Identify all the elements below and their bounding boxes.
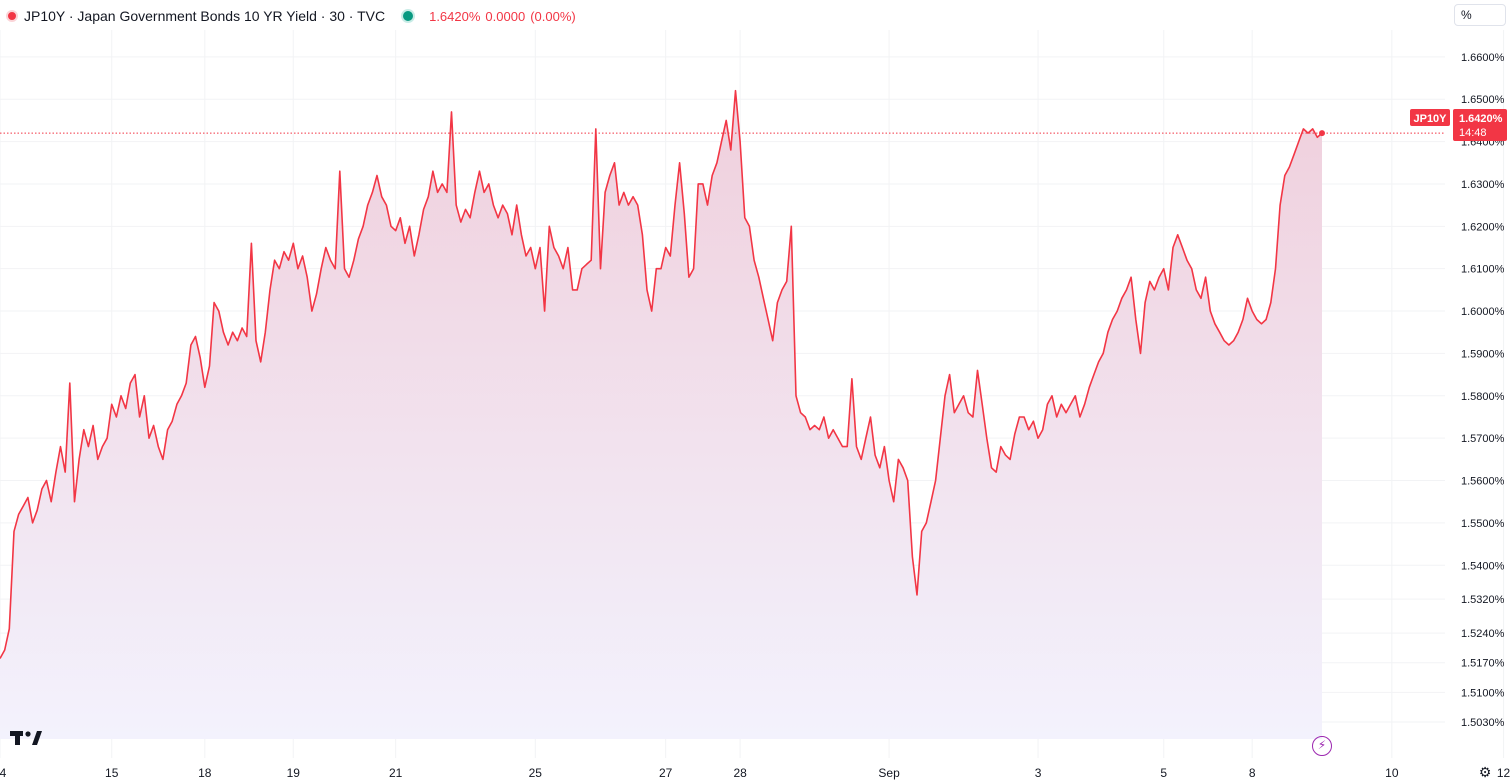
badge-price-box <box>1453 109 1507 141</box>
last-price-dot <box>1319 130 1325 137</box>
x-tick-label: Sep <box>878 766 900 780</box>
market-status-icon[interactable] <box>401 9 416 23</box>
y-tick-label: 1.5700% <box>1461 433 1505 445</box>
x-tick-label: 28 <box>733 766 747 780</box>
y-tick-label: 1.5240% <box>1461 628 1505 640</box>
y-tick-label: 1.5600% <box>1461 476 1505 488</box>
x-tick-label: 19 <box>287 766 301 780</box>
y-tick-label: 1.5500% <box>1461 518 1505 530</box>
symbol-title[interactable]: JP10Y · Japan Government Bonds 10 YR Yie… <box>24 8 386 24</box>
y-tick-label: 1.6000% <box>1461 306 1505 318</box>
x-tick-label: 21 <box>389 766 403 780</box>
badge-price: 1.6420% <box>1459 113 1503 125</box>
legend-price: 1.6420% <box>429 8 481 24</box>
x-tick-label: 18 <box>198 766 212 780</box>
y-tick-label: 1.6200% <box>1461 221 1505 233</box>
legend-change-pct: (0.00%) <box>530 8 576 24</box>
y-tick-label: 1.6300% <box>1461 179 1505 191</box>
y-tick-label: 1.6600% <box>1461 52 1505 64</box>
settings-gear-icon[interactable]: ⚙ <box>1478 764 1492 780</box>
yield-line <box>0 89 1323 659</box>
y-tick-label: 1.5030% <box>1461 717 1505 729</box>
tradingview-logo-icon <box>10 731 42 745</box>
x-tick-label: 5 <box>1160 766 1167 780</box>
legend-change: 0.0000 <box>485 8 526 24</box>
y-tick-label: 1.5800% <box>1461 391 1505 403</box>
x-tick-label: 10 <box>1385 766 1399 780</box>
y-tick-label: 1.5100% <box>1461 687 1505 699</box>
last-price-badge: JP10Y 1.6420% 14:48 <box>1410 109 1507 141</box>
x-tick-label: 3 <box>1035 766 1042 780</box>
x-tick-label: 4 <box>0 766 7 780</box>
y-tick-label: 1.6500% <box>1461 94 1505 106</box>
time-axis[interactable]: 415181921252728Sep358101215171921 <box>0 766 1510 780</box>
lightning-icon[interactable]: ⚡ <box>1312 736 1332 756</box>
badge-symbol: JP10Y <box>1413 113 1447 125</box>
y-tick-label: 1.5170% <box>1461 658 1505 670</box>
price-axis[interactable]: 1.6600%1.6500%1.6400%1.6300%1.6200%1.610… <box>1461 52 1505 729</box>
x-tick-label: 8 <box>1249 766 1256 780</box>
y-tick-label: 1.5900% <box>1461 348 1505 360</box>
yield-area-fill <box>0 90 1322 739</box>
badge-countdown: 14:48 <box>1459 127 1487 139</box>
x-tick-label: 15 <box>105 766 119 780</box>
badge-symbol-box <box>1410 109 1450 126</box>
x-tick-label: 25 <box>529 766 543 780</box>
y-tick-label: 1.5320% <box>1461 594 1505 606</box>
x-tick-label: 27 <box>659 766 673 780</box>
x-tick-label: 12 <box>1497 766 1510 780</box>
chart-legend[interactable]: JP10Y · Japan Government Bonds 10 YR Yie… <box>6 6 581 26</box>
scale-mode-button[interactable]: % <box>1454 4 1506 26</box>
y-tick-label: 1.6100% <box>1461 264 1505 276</box>
symbol-icon <box>6 10 18 22</box>
y-tick-label: 1.5400% <box>1461 560 1505 572</box>
